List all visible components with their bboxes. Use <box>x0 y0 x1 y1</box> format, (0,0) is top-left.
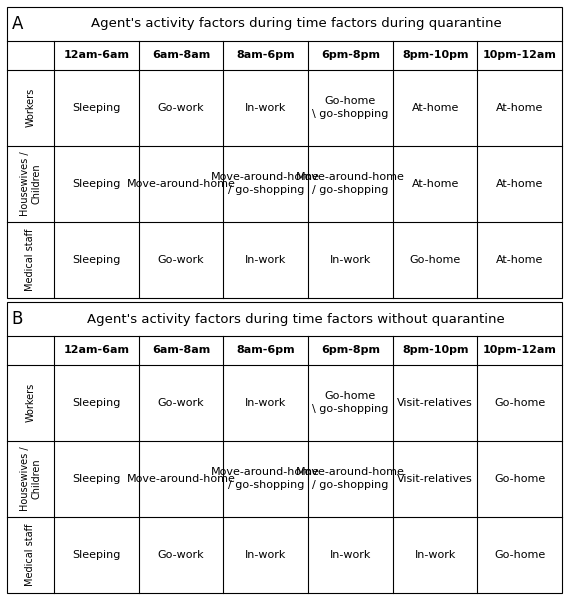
Text: At-home: At-home <box>496 254 543 265</box>
Text: Medical staff: Medical staff <box>26 229 35 291</box>
Text: 12am-6am: 12am-6am <box>63 346 129 355</box>
Bar <box>7 302 562 593</box>
Text: In-work: In-work <box>245 550 286 560</box>
Text: Go-work: Go-work <box>158 254 204 265</box>
Text: At-home: At-home <box>411 103 459 113</box>
Text: 6am-8am: 6am-8am <box>152 50 210 60</box>
Bar <box>7 7 562 298</box>
Text: Go-work: Go-work <box>158 398 204 408</box>
Text: In-work: In-work <box>414 550 456 560</box>
Text: Agent's activity factors during time factors without quarantine: Agent's activity factors during time fac… <box>87 313 505 326</box>
Text: Go-home: Go-home <box>410 254 461 265</box>
Text: Go-home: Go-home <box>494 398 546 408</box>
Text: Move-around-home
/ go-shopping: Move-around-home / go-shopping <box>296 467 405 490</box>
Text: In-work: In-work <box>330 550 371 560</box>
Text: 8pm-10pm: 8pm-10pm <box>402 346 468 355</box>
Text: Housewives /
Children: Housewives / Children <box>19 151 41 216</box>
Text: At-home: At-home <box>496 103 543 113</box>
Text: In-work: In-work <box>245 103 286 113</box>
Text: Sleeping: Sleeping <box>72 103 121 113</box>
Text: Sleeping: Sleeping <box>72 398 121 408</box>
Text: Go-home
\ go-shopping: Go-home \ go-shopping <box>312 391 389 415</box>
Text: Move-around-home
/ go-shopping: Move-around-home / go-shopping <box>211 467 320 490</box>
Text: 12am-6am: 12am-6am <box>63 50 129 60</box>
Text: Sleeping: Sleeping <box>72 550 121 560</box>
Text: Go-home: Go-home <box>494 550 546 560</box>
Text: 6pm-8pm: 6pm-8pm <box>321 50 380 60</box>
Text: Workers: Workers <box>26 88 35 127</box>
Text: Visit-relatives: Visit-relatives <box>397 398 473 408</box>
Text: At-home: At-home <box>411 179 459 188</box>
Text: Visit-relatives: Visit-relatives <box>397 474 473 484</box>
Text: Go-work: Go-work <box>158 103 204 113</box>
Text: In-work: In-work <box>245 398 286 408</box>
Text: 8am-6pm: 8am-6pm <box>237 346 295 355</box>
Text: Move-around-home: Move-around-home <box>127 474 236 484</box>
Text: Workers: Workers <box>26 383 35 422</box>
Text: In-work: In-work <box>330 254 371 265</box>
Text: A: A <box>11 15 23 33</box>
Text: Move-around-home
/ go-shopping: Move-around-home / go-shopping <box>296 172 405 195</box>
Text: 8am-6pm: 8am-6pm <box>237 50 295 60</box>
Text: Go-work: Go-work <box>158 550 204 560</box>
Text: Sleeping: Sleeping <box>72 474 121 484</box>
Text: Agent's activity factors during time factors during quarantine: Agent's activity factors during time fac… <box>90 17 501 31</box>
Text: Housewives /
Children: Housewives / Children <box>19 446 41 511</box>
Text: 10pm-12am: 10pm-12am <box>483 346 556 355</box>
Text: Go-home
\ go-shopping: Go-home \ go-shopping <box>312 96 389 119</box>
Text: Go-home: Go-home <box>494 474 546 484</box>
Text: 6pm-8pm: 6pm-8pm <box>321 346 380 355</box>
Text: Move-around-home
/ go-shopping: Move-around-home / go-shopping <box>211 172 320 195</box>
Text: Move-around-home: Move-around-home <box>127 179 236 188</box>
Text: 10pm-12am: 10pm-12am <box>483 50 556 60</box>
Text: B: B <box>11 310 23 328</box>
Text: Medical staff: Medical staff <box>26 524 35 586</box>
Text: At-home: At-home <box>496 179 543 188</box>
Text: 8pm-10pm: 8pm-10pm <box>402 50 468 60</box>
Text: Sleeping: Sleeping <box>72 254 121 265</box>
Text: Sleeping: Sleeping <box>72 179 121 188</box>
Text: In-work: In-work <box>245 254 286 265</box>
Text: 6am-8am: 6am-8am <box>152 346 210 355</box>
